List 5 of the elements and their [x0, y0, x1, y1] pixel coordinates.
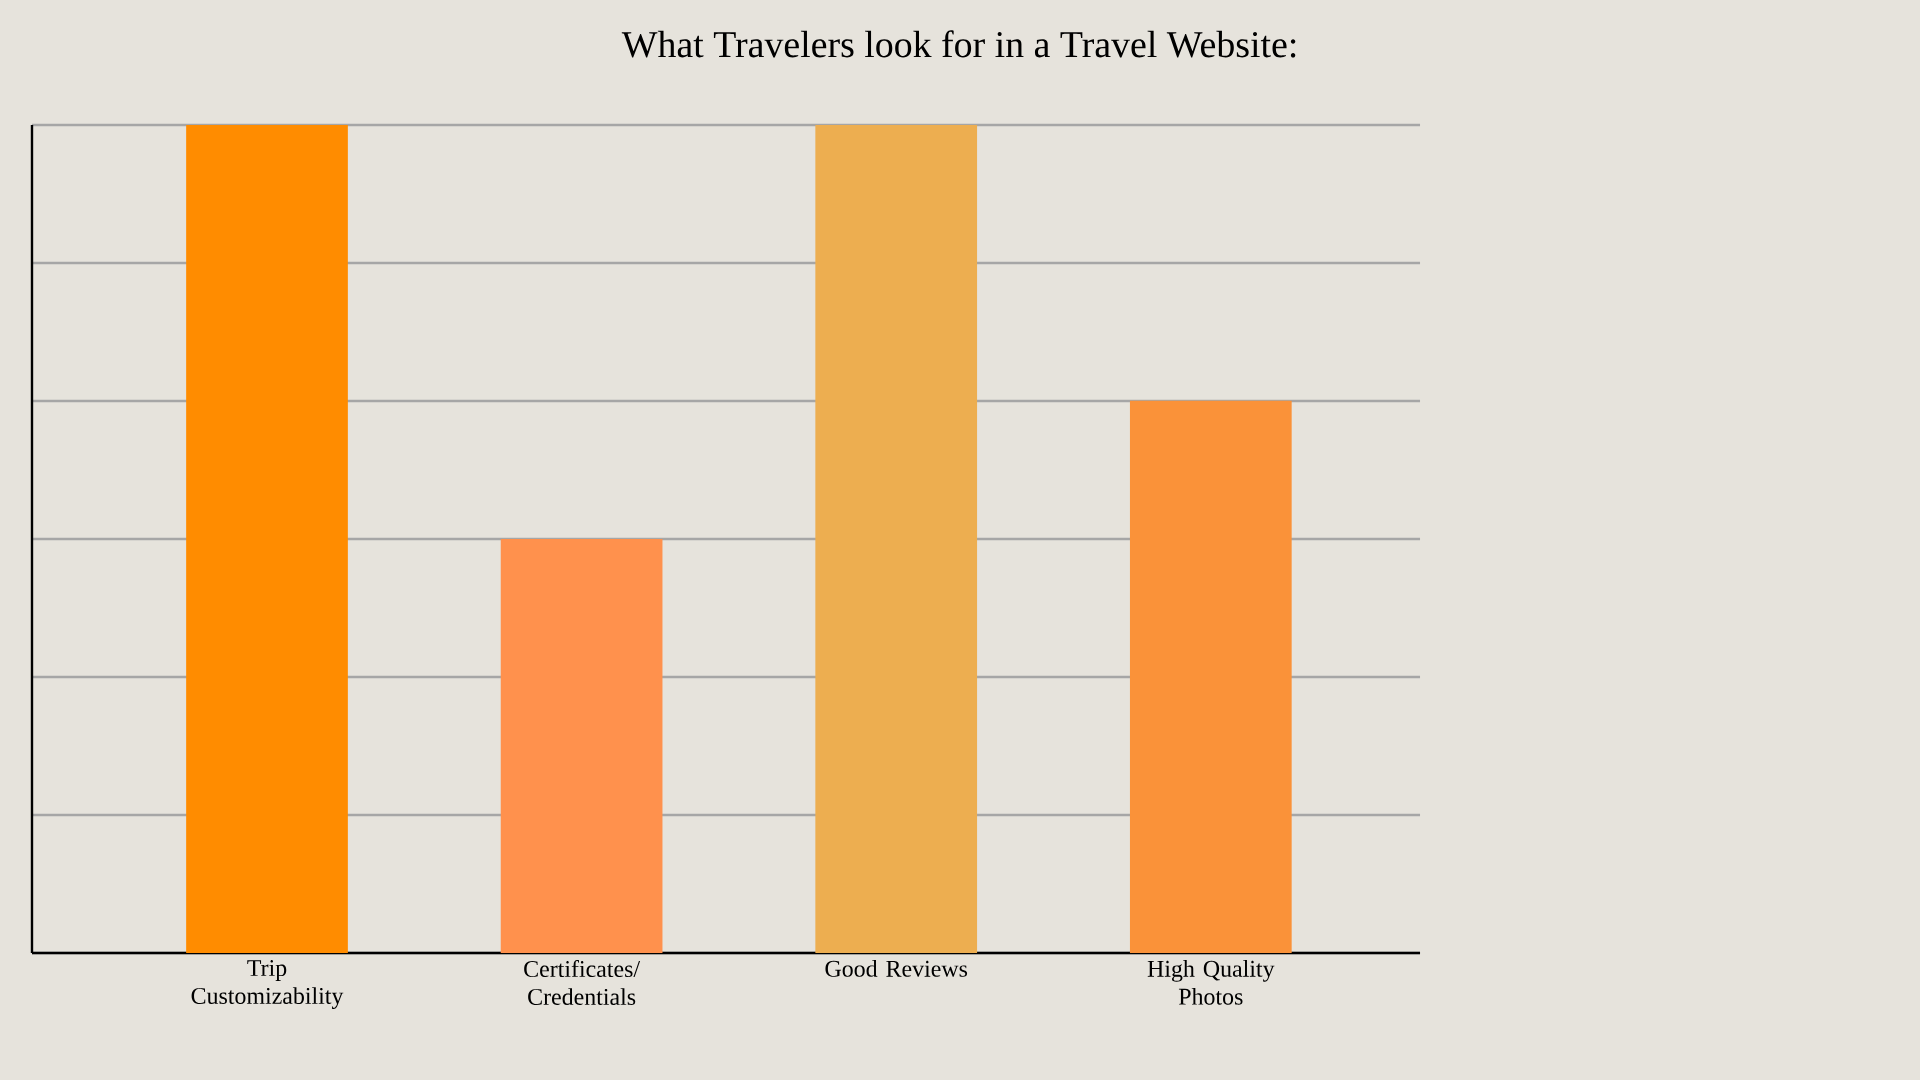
x-tick-label: Good Reviews — [825, 960, 968, 977]
x-tick-label: Certificates/ Credentials — [524, 960, 641, 1005]
chart-title: What Travelers look for in a Travel Website: — [621, 30, 1296, 58]
x-tick-label: High Quality Photos — [1147, 960, 1275, 1005]
x-tick-label: Trip Customizability — [191, 960, 344, 1009]
